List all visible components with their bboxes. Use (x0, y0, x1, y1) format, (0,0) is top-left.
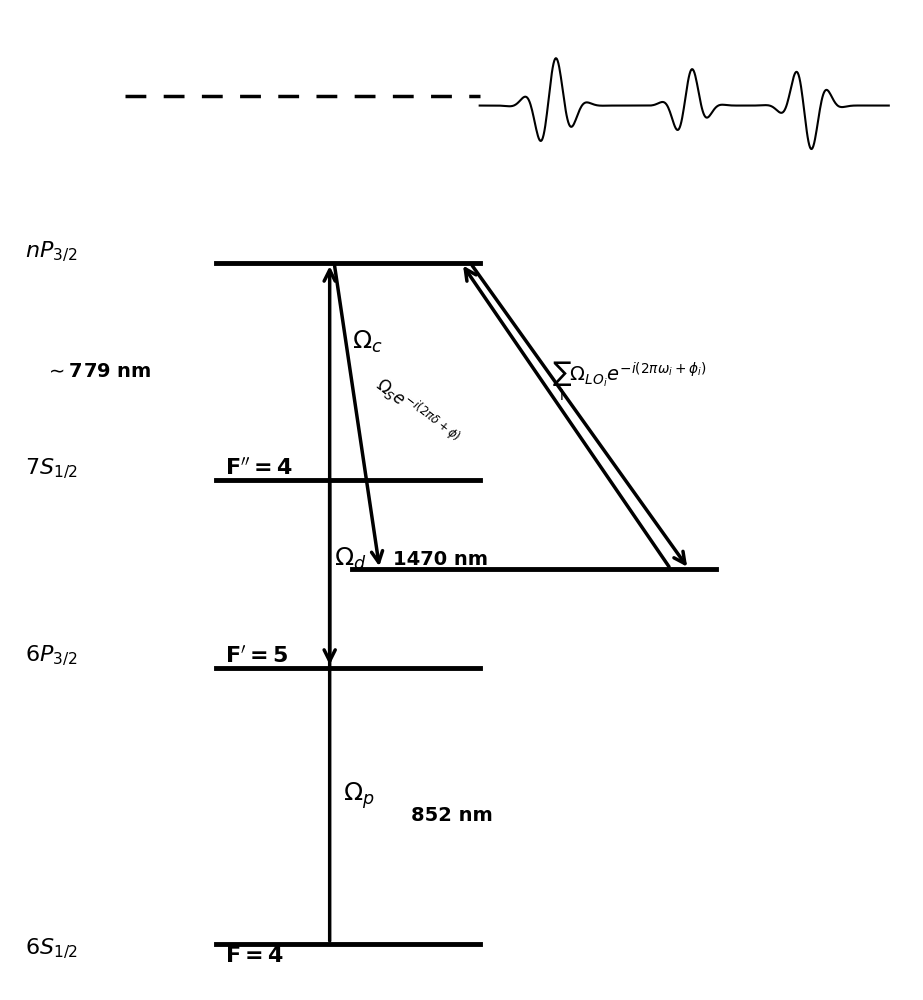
Text: $\sum_{\rm i} \Omega_{LO_i} e^{-i(2\pi\omega_i + \phi_i)}$: $\sum_{\rm i} \Omega_{LO_i} e^{-i(2\pi\o… (552, 360, 707, 403)
Text: 852 nm: 852 nm (412, 806, 493, 825)
Text: $\mathbf{F' = 5}$: $\mathbf{F' = 5}$ (225, 645, 289, 667)
Text: $\Omega_p$: $\Omega_p$ (343, 780, 375, 811)
Text: $\mathbf{F^{\prime\prime} = 4}$: $\mathbf{F^{\prime\prime} = 4}$ (225, 458, 294, 479)
Text: $\Omega_c$: $\Omega_c$ (353, 329, 383, 355)
Text: $\Omega_S e^{-i(2\pi\delta+\phi)}$: $\Omega_S e^{-i(2\pi\delta+\phi)}$ (371, 371, 463, 451)
Text: $6S_{1/2}$: $6S_{1/2}$ (25, 937, 78, 961)
Text: $nP_{3/2}$: $nP_{3/2}$ (25, 239, 78, 264)
Text: $\mathbf{F = 4}$: $\mathbf{F = 4}$ (225, 946, 284, 966)
Text: $\sim$779 nm: $\sim$779 nm (44, 362, 151, 381)
Text: $6P_{3/2}$: $6P_{3/2}$ (25, 644, 78, 668)
Text: $\Omega_d$: $\Omega_d$ (334, 546, 366, 572)
Text: $7S_{1/2}$: $7S_{1/2}$ (25, 456, 78, 481)
Text: 1470 nm: 1470 nm (393, 550, 488, 569)
